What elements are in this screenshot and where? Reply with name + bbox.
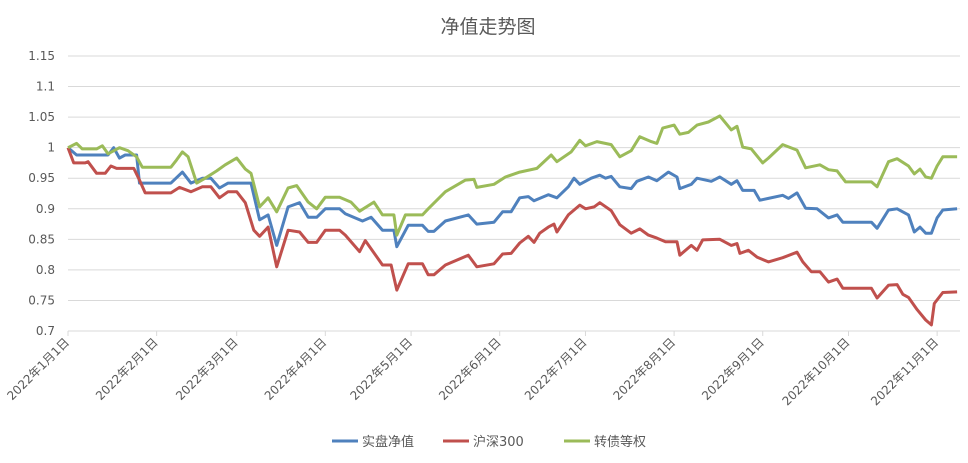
y-tick-label: 0.7 <box>36 324 55 338</box>
x-tick-label: 2022年6月1日 <box>436 335 504 403</box>
y-tick-label: 1.15 <box>28 49 55 63</box>
x-tick-label: 2022年3月1日 <box>173 335 241 403</box>
chart-title: 净值走势图 <box>440 16 535 38</box>
x-tick-label: 2022年1月1日 <box>4 335 72 403</box>
legend-label: 沪深300 <box>473 434 524 450</box>
x-axis-ticks: 2022年1月1日 2022年2月1日 2022年3月1日 2022年4月1日 2022… <box>4 331 941 408</box>
series-line <box>66 147 958 327</box>
x-tick-label: 2022年4月1日 <box>262 335 330 403</box>
x-tick-label: 2022年2月1日 <box>93 335 161 403</box>
x-tick-label: 2022年8月1日 <box>610 335 678 403</box>
legend: 实盘净值 沪深300 转债等权 <box>332 434 646 450</box>
legend-label: 转债等权 <box>594 434 646 450</box>
y-tick-label: 0.9 <box>36 202 55 216</box>
y-tick-label: 0.95 <box>28 171 55 185</box>
x-tick-label: 2022年10月1日 <box>779 335 852 408</box>
legend-label: 实盘净值 <box>362 434 414 450</box>
x-tick-label: 2022年9月1日 <box>699 335 767 403</box>
x-tick-label: 2022年5月1日 <box>347 335 415 403</box>
y-tick-label: 1.1 <box>36 80 55 94</box>
y-tick-label: 0.8 <box>36 263 55 277</box>
gridlines <box>68 55 960 301</box>
y-tick-label: 1 <box>47 141 55 155</box>
y-tick-label: 0.75 <box>28 293 55 307</box>
series-line <box>67 114 958 237</box>
series-lines <box>66 114 958 327</box>
y-tick-label: 0.85 <box>28 232 55 246</box>
series-line <box>67 146 958 249</box>
y-tick-label: 1.05 <box>28 110 55 124</box>
x-tick-label: 2022年11月1日 <box>868 335 941 408</box>
y-axis-ticks: 0.7 0.75 0.8 0.85 0.9 0.95 1 1.05 1.1 1.15 <box>28 49 55 338</box>
x-tick-label: 2022年7月1日 <box>522 335 590 403</box>
